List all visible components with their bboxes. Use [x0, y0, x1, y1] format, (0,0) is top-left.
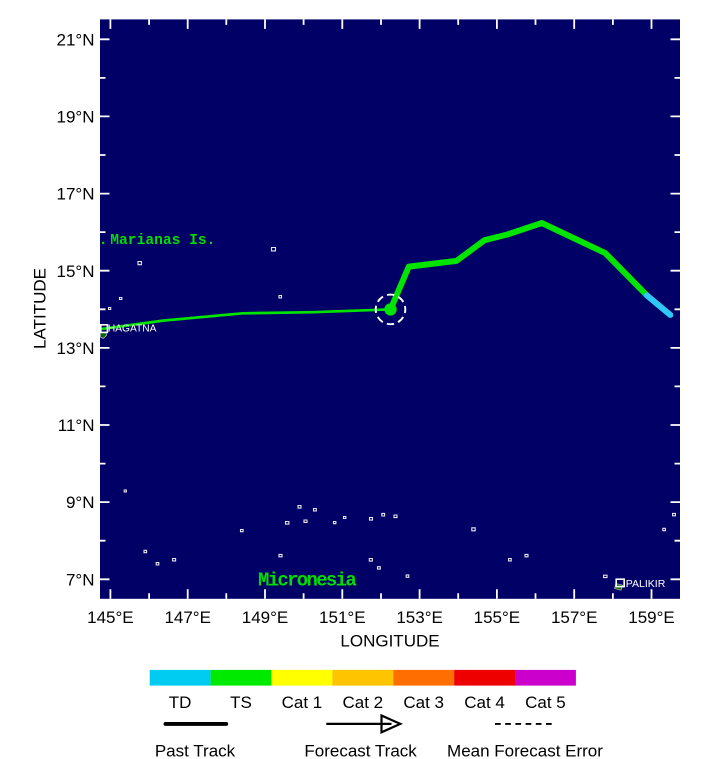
svg-text:TS: TS [230, 693, 252, 712]
svg-text:Cat 3: Cat 3 [403, 693, 444, 712]
svg-text:145°E: 145°E [87, 608, 134, 627]
svg-text:.: . [99, 233, 108, 249]
svg-text:21°N: 21°N [57, 30, 95, 49]
svg-text:Cat 1: Cat 1 [282, 693, 323, 712]
svg-text:11°N: 11°N [58, 416, 95, 435]
svg-text:155°E: 155°E [474, 608, 521, 627]
svg-text:Cat 4: Cat 4 [464, 693, 505, 712]
svg-text:13°N: 13°N [57, 339, 95, 358]
svg-text:Cat 2: Cat 2 [342, 693, 383, 712]
svg-text:15°N: 15°N [57, 262, 95, 281]
svg-text:Forecast Track: Forecast Track [304, 742, 417, 759]
svg-text:PALIKIR: PALIKIR [626, 578, 666, 590]
svg-text:9°N: 9°N [66, 493, 95, 512]
svg-text:TD: TD [169, 693, 192, 712]
svg-text:151°E: 151°E [319, 608, 366, 627]
svg-text:153°E: 153°E [396, 608, 443, 627]
svg-text:7°N: 7°N [66, 570, 95, 589]
svg-text:Micronesia: Micronesia [258, 570, 356, 592]
svg-text:159°E: 159°E [628, 608, 675, 627]
svg-text:147°E: 147°E [164, 608, 211, 627]
svg-text:Cat 5: Cat 5 [525, 693, 566, 712]
svg-text:Past Track: Past Track [155, 742, 236, 759]
svg-text:157°E: 157°E [551, 608, 598, 627]
svg-text:HAGATNA: HAGATNA [108, 323, 157, 334]
svg-text:17°N: 17°N [57, 185, 95, 204]
svg-text:149°E: 149°E [242, 608, 289, 627]
svg-text:LATITUDE: LATITUDE [31, 268, 50, 349]
svg-text:19°N: 19°N [57, 108, 95, 127]
svg-text:Mean Forecast Error: Mean Forecast Error [447, 742, 603, 759]
svg-text:LONGITUDE: LONGITUDE [340, 632, 439, 651]
svg-text:Marianas Is.: Marianas Is. [110, 233, 215, 249]
